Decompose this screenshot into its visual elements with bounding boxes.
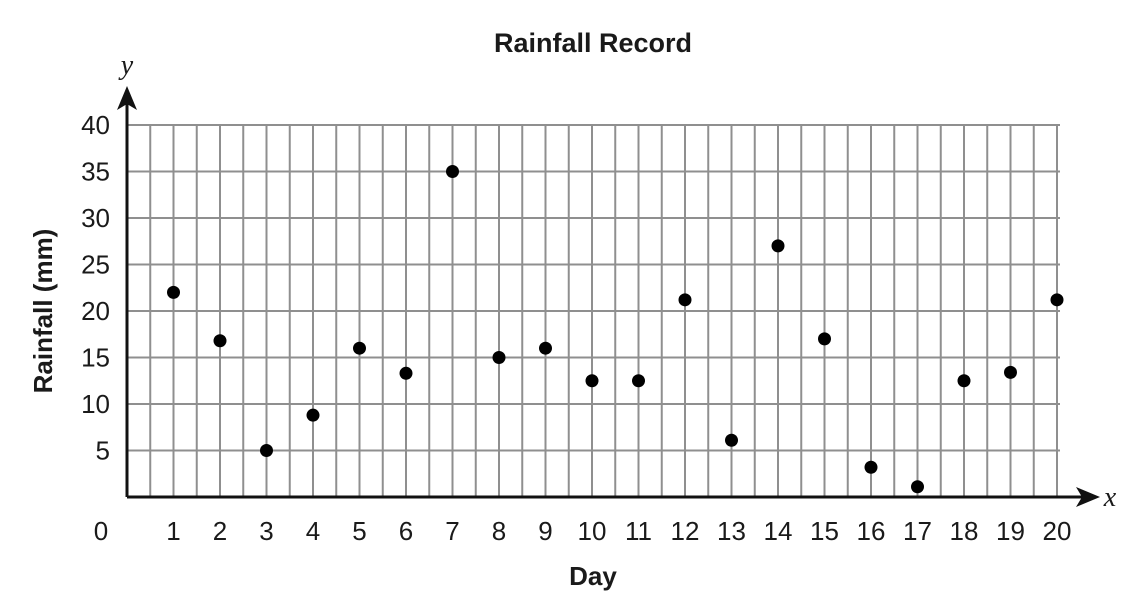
x-tick-label: 18 <box>950 516 979 546</box>
data-point <box>632 374 645 388</box>
y-tick-label: 20 <box>81 296 110 326</box>
data-point <box>260 444 273 457</box>
x-axis-label: Day <box>569 561 617 591</box>
y-axis-arrow <box>117 86 137 110</box>
data-point <box>353 341 366 355</box>
data-point <box>678 293 692 307</box>
x-tick-label: 8 <box>492 516 506 546</box>
axes: y x 0 <box>94 50 1117 546</box>
chart-title: Rainfall Record <box>494 28 692 58</box>
y-tick-label: 15 <box>81 343 110 373</box>
data-point <box>492 351 506 364</box>
data-point <box>818 332 831 346</box>
x-tick-label: 10 <box>578 516 607 546</box>
x-axis-variable: x <box>1103 482 1117 513</box>
y-tick-label: 30 <box>81 203 110 233</box>
y-axis-label: Rainfall (mm) <box>28 229 58 394</box>
data-point <box>213 334 227 348</box>
x-tick-label: 13 <box>717 516 746 546</box>
x-tick-label: 4 <box>306 516 320 546</box>
grid <box>127 124 1060 497</box>
data-points <box>167 165 1064 494</box>
data-point <box>446 165 459 178</box>
x-axis-arrow <box>1076 487 1100 507</box>
x-tick-label: 17 <box>903 516 932 546</box>
data-point <box>771 239 785 253</box>
y-axis-variable: y <box>118 50 134 81</box>
data-point <box>306 408 320 422</box>
x-tick-label: 1 <box>166 516 180 546</box>
x-tick-label: 6 <box>399 516 413 546</box>
data-point <box>911 480 924 494</box>
data-point <box>399 366 413 380</box>
origin-label: 0 <box>94 516 108 546</box>
y-tick-label: 35 <box>81 157 110 187</box>
data-point <box>539 341 552 355</box>
x-tick-label: 7 <box>445 516 459 546</box>
x-tick-label: 5 <box>352 516 366 546</box>
x-tick-label: 16 <box>857 516 886 546</box>
x-tick-label: 12 <box>671 516 700 546</box>
x-tick-label: 9 <box>538 516 552 546</box>
data-point <box>864 460 878 474</box>
y-tick-label: 5 <box>96 436 110 466</box>
x-tick-label: 15 <box>810 516 839 546</box>
x-tick-label: 14 <box>764 516 793 546</box>
data-point <box>167 285 180 299</box>
y-tick-label: 10 <box>81 389 110 419</box>
x-tick-label: 2 <box>213 516 227 546</box>
data-point <box>1050 293 1064 307</box>
data-point <box>1004 365 1017 379</box>
x-tick-label: 3 <box>259 516 273 546</box>
data-point <box>725 433 738 447</box>
y-tick-label: 40 <box>81 110 110 140</box>
data-point <box>585 374 599 388</box>
y-tick-label: 25 <box>81 250 110 280</box>
data-point <box>957 374 971 388</box>
tick-labels: 1 2 3 4 5 6 7 8 9 10 11 12 13 14 15 16 17 18 19 20510152025… <box>81 110 1071 546</box>
x-tick-label: 19 <box>996 516 1025 546</box>
x-tick-label: 11 <box>625 516 652 546</box>
x-tick-label: 20 <box>1043 516 1072 546</box>
